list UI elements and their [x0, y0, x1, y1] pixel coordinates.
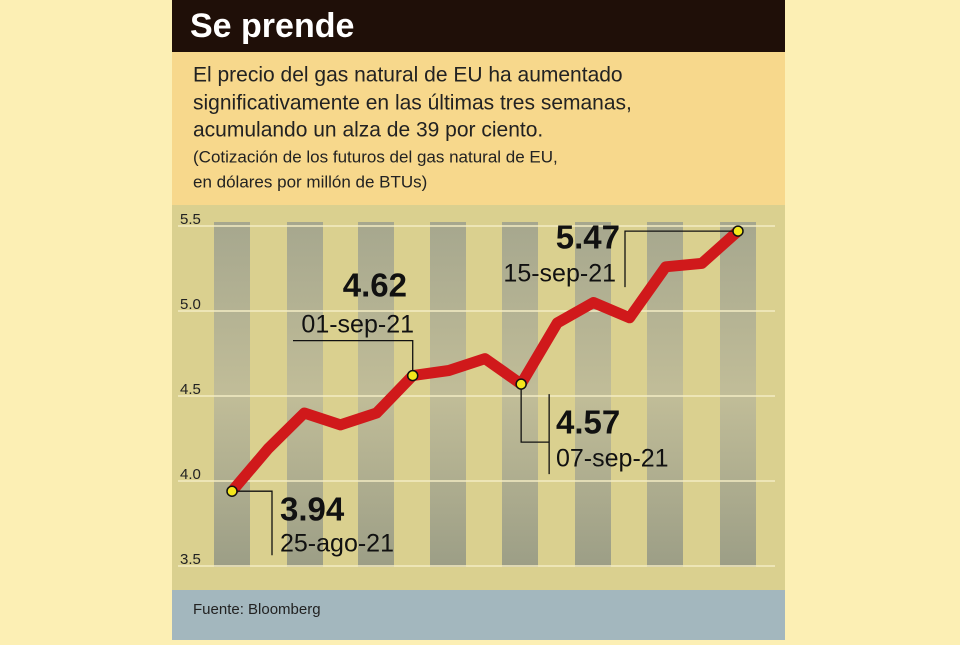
marker [226, 485, 238, 497]
date-label: 25-ago-21 [280, 530, 394, 558]
subtitle-panel [172, 52, 785, 205]
y-tick-label: 3.5 [180, 551, 201, 568]
marker [406, 369, 419, 382]
subtitle: acumulando un alza de 39 por ciento. [193, 119, 543, 142]
subtitle: El precio del gas natural de EU ha aumen… [193, 64, 623, 87]
subtitle: significativamente en las últimas tres s… [193, 92, 632, 115]
marker [515, 378, 527, 390]
y-tick-label: 5.0 [180, 296, 201, 313]
leader-line [293, 339, 414, 376]
marker [732, 225, 744, 237]
title-bar [172, 0, 785, 52]
value-label: 4.62 [343, 267, 407, 304]
leader-line [232, 490, 273, 556]
stripes [214, 222, 756, 567]
value-label: 5.47 [556, 219, 620, 256]
source: Fuente: Bloomberg [193, 601, 321, 618]
title: Se prende [190, 7, 354, 45]
y-tick-label: 4.5 [180, 381, 201, 398]
leader-line [520, 384, 550, 475]
line [226, 225, 744, 497]
y-tick-label: 5.5 [180, 211, 201, 228]
date-label: 07-sep-21 [556, 445, 669, 473]
note: en dólares por millón de BTUs) [193, 172, 427, 191]
date-label: 01-sep-21 [301, 311, 414, 339]
value-label: 3.94 [280, 491, 345, 528]
footer-panel [172, 590, 785, 640]
value-label: 4.57 [556, 404, 620, 441]
date-label: 15-sep-21 [503, 260, 616, 288]
leader-line [624, 230, 738, 288]
note: (Cotización de los futuros del gas natur… [193, 147, 558, 166]
y-tick-label: 4.0 [180, 466, 201, 483]
